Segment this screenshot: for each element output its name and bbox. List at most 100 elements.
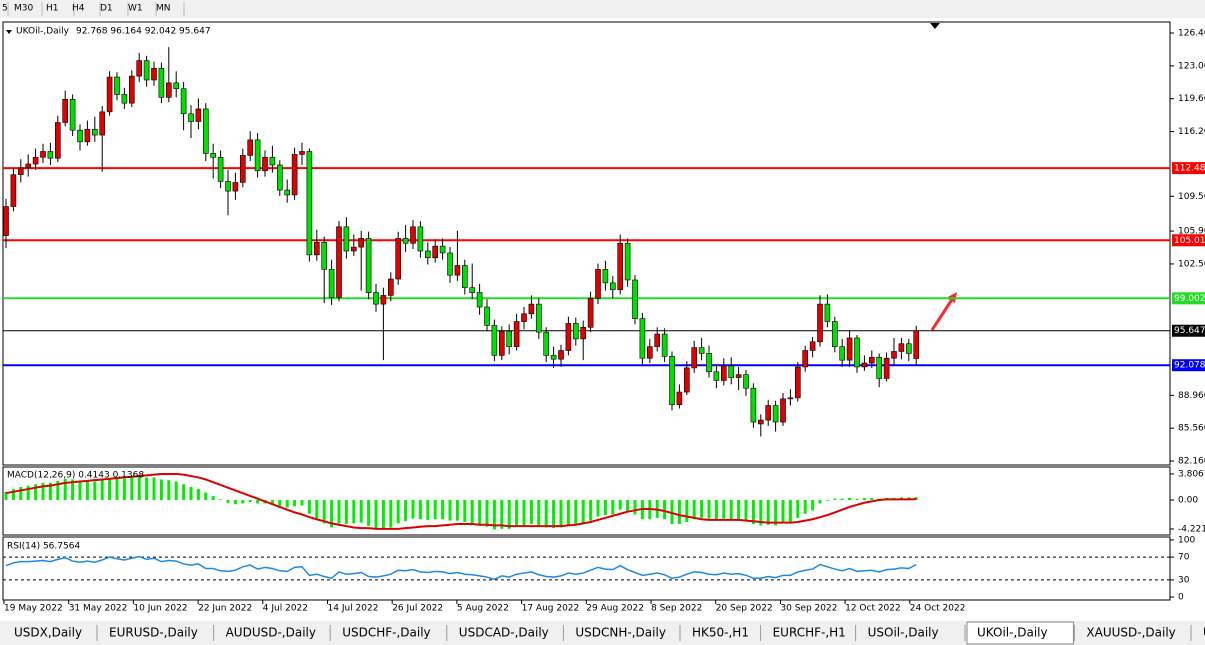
macd-bar (226, 500, 230, 503)
candle-body (691, 347, 698, 369)
candle-body (735, 374, 742, 378)
macd-bar (796, 500, 800, 518)
timeframe-button[interactable]: 5 (2, 4, 8, 14)
x-tick-label: 31 May 2022 (69, 604, 128, 614)
candle-body (868, 356, 875, 364)
macd-bar (544, 500, 548, 528)
macd-bar (359, 500, 363, 523)
macd-bar (759, 500, 763, 526)
x-tick-label: 19 May 2022 (4, 604, 63, 614)
tab-label[interactable]: EURUSD-,Daily (109, 626, 198, 640)
tab[interactable] (966, 621, 1074, 645)
macd-bar (766, 500, 770, 525)
macd-bar (330, 500, 334, 528)
timeframe-button[interactable]: W1 (128, 4, 143, 14)
x-tick-label: 29 Aug 2022 (586, 604, 644, 614)
tab-label[interactable]: UKOil-,Daily (977, 626, 1048, 640)
candle-body (203, 108, 209, 154)
macd-bar (537, 500, 541, 526)
candle-body (454, 265, 461, 276)
candle-body (284, 189, 291, 196)
y-tick-label: -4.221 (1178, 524, 1205, 534)
candle-body (661, 333, 668, 357)
x-tick-label: 30 Sep 2022 (780, 604, 837, 614)
macd-bar (396, 500, 400, 524)
tab-label[interactable]: USDCNH-,Daily (575, 626, 666, 640)
macd-bar (233, 500, 237, 505)
candle-body (861, 362, 868, 368)
macd-bar (307, 500, 311, 514)
rsi-line (5, 555, 917, 581)
tab-label[interactable]: USDCAD-,Daily (459, 626, 549, 640)
candle-body (683, 367, 690, 393)
candle-body (558, 350, 564, 360)
macd-bar (137, 476, 141, 501)
macd-bar (293, 500, 297, 507)
candle-body (447, 252, 453, 276)
tab[interactable] (4, 624, 96, 643)
macd-bar (100, 480, 104, 501)
tab-label[interactable]: USDX,Daily (14, 626, 82, 640)
timeframe-button[interactable]: H1 (46, 4, 59, 14)
ohlc-label: 92.768 96.164 92.042 95.647 (76, 27, 211, 37)
x-tick-label: 8 Sep 2022 (651, 604, 702, 614)
tab[interactable] (1076, 624, 1190, 643)
timeframe-button[interactable]: H4 (72, 4, 85, 14)
macd-bar (115, 478, 119, 501)
symbol-marker (6, 30, 12, 34)
timeframe-button[interactable]: MN (156, 4, 171, 14)
candle-body (136, 60, 142, 77)
macd-bar (152, 477, 156, 501)
macd-bar (700, 500, 704, 518)
candle-body (609, 282, 616, 290)
candle-body (639, 318, 646, 359)
tab[interactable] (1193, 624, 1205, 643)
tab[interactable] (215, 624, 330, 643)
macd-bar (367, 500, 371, 527)
tab-label[interactable]: AUDUSD-,Daily (226, 626, 316, 640)
candle-body (17, 167, 24, 175)
candle-body (358, 238, 365, 248)
timeframe-button[interactable]: D1 (100, 4, 113, 14)
tab[interactable] (332, 624, 446, 643)
tab-label[interactable]: USDCHF-,Daily (342, 626, 430, 640)
macd-bar (529, 500, 533, 525)
candle-body (129, 75, 135, 104)
candle-body (846, 337, 853, 361)
tab[interactable] (857, 624, 964, 643)
candle-body (32, 156, 39, 165)
level-label: 99.002 (1174, 294, 1205, 304)
candle-body (595, 269, 601, 299)
tab[interactable] (565, 624, 679, 643)
y-tick-label: 82.160 (1178, 457, 1205, 467)
macd-bar (56, 480, 60, 501)
candle-body (432, 245, 439, 259)
tab[interactable] (448, 624, 563, 643)
tab-label[interactable]: EURCHF-,H1 (773, 626, 846, 640)
macd-bar (196, 489, 200, 501)
tab[interactable] (682, 624, 760, 643)
candle-body (25, 163, 32, 169)
macd-bar (219, 499, 223, 501)
macd-bar (611, 500, 615, 515)
timeframe-button[interactable]: M30 (14, 4, 33, 14)
tab-label[interactable]: USOil-,Daily (868, 626, 939, 640)
tab[interactable] (99, 624, 213, 643)
candle-body (720, 365, 727, 381)
level-label: 112.480 (1174, 164, 1205, 174)
candle-body (276, 164, 283, 191)
candle-body (506, 330, 513, 347)
macd-bar (122, 478, 126, 501)
candle-body (854, 337, 860, 368)
tab-label[interactable]: XAUUSD-,Daily (1086, 626, 1175, 640)
macd-bar (870, 497, 874, 501)
macd-bar (692, 500, 696, 520)
candle-body (69, 98, 76, 131)
x-tick-label: 10 Jun 2022 (133, 604, 187, 614)
macd-bar (93, 481, 97, 501)
tab-label[interactable]: HK50-,H1 (692, 626, 749, 640)
tab-label[interactable]: UKOil-,Daily (1203, 626, 1205, 640)
tab[interactable] (762, 624, 855, 643)
macd-bar (411, 500, 415, 519)
